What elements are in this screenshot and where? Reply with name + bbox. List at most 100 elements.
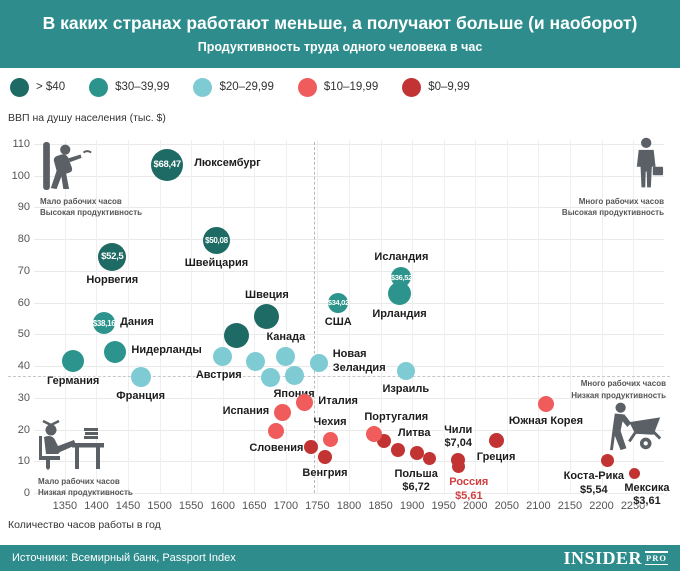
country-label-Венгрия: Венгрия bbox=[302, 466, 348, 479]
x-axis-tick-label: 1850 bbox=[368, 500, 393, 512]
x-axis-tick-label: 1800 bbox=[336, 500, 362, 512]
country-label-Новая Зеландия: Новая Зеландия bbox=[332, 348, 386, 375]
x-axis-tick-label: 1950 bbox=[431, 500, 456, 512]
quadrant-caption-tl: Мало рабочих часов Высокая продуктивность bbox=[40, 142, 142, 219]
data-point-Греция bbox=[488, 433, 504, 449]
country-label-Чили: Чили $7,04 bbox=[444, 423, 473, 450]
x-axis-tick-label: 2250 bbox=[620, 500, 646, 512]
legend-swatch-circle-icon bbox=[193, 77, 213, 97]
quadrant-caption-bl: Мало рабочих часов Низкая продуктивность bbox=[38, 419, 133, 499]
data-point-Норвегия: $52,5 bbox=[98, 242, 127, 271]
x-axis-tick-label: 1650 bbox=[242, 500, 267, 512]
legend-swatch-circle-icon bbox=[297, 77, 317, 97]
leaning-on-wall-icon bbox=[40, 142, 102, 192]
country-label-Мексика: Мексика $3,61 bbox=[624, 481, 670, 508]
y-axis-tick-label: 40 bbox=[17, 360, 30, 373]
data-point-США: $34,02 bbox=[328, 292, 349, 313]
data-point-unlabeled bbox=[246, 351, 266, 371]
data-point-Япония bbox=[284, 366, 304, 386]
y-axis-tick-label: 90 bbox=[17, 201, 30, 214]
data-point-Швеция bbox=[254, 304, 280, 330]
x-axis-tick-label: 1900 bbox=[399, 500, 425, 512]
average-gdp-dashed-line bbox=[8, 375, 670, 377]
data-point-Венгрия bbox=[318, 449, 332, 464]
country-label-США: США bbox=[324, 315, 352, 328]
y-axis-tick-label: 110 bbox=[12, 137, 30, 150]
legend-item: $10–19,99 bbox=[297, 77, 378, 97]
insider-pro-logo: INSIDER PRO bbox=[564, 548, 668, 569]
footer: Источники: Всемирный банк, Passport Inde… bbox=[0, 545, 680, 571]
y-axis-tick-label: 10 bbox=[17, 455, 30, 468]
legend-item: > $40 bbox=[10, 77, 66, 97]
country-label-Польша: Польша $6,72 bbox=[394, 467, 438, 494]
productivity-value-badge: $68,47 bbox=[153, 159, 182, 170]
country-label-Ирландия: Ирландия bbox=[372, 307, 427, 320]
legend-item: $30–39,99 bbox=[89, 77, 169, 97]
quadrant-caption-text: Мало рабочих часов Высокая продуктивность bbox=[40, 196, 143, 218]
gridline-vertical bbox=[506, 140, 508, 493]
data-point-Португалия bbox=[366, 426, 383, 443]
scatter-plot: 0 10 20 30 40 50 60 70 80 90 100 110 1350 1400 1450 150… bbox=[8, 128, 670, 512]
data-point-Польша bbox=[422, 451, 436, 465]
data-point-Исландия: $36,52 bbox=[390, 267, 412, 288]
data-point-Чехия bbox=[322, 431, 338, 447]
productivity-value-badge: $36,52 bbox=[390, 272, 412, 282]
data-point-unlabeled bbox=[261, 367, 281, 387]
data-point-Франция bbox=[130, 367, 151, 388]
y-axis-title: ВВП на душу населения (тыс. $) bbox=[8, 112, 166, 124]
country-label-Испания: Испания bbox=[222, 404, 270, 417]
country-label-Канада: Канада bbox=[266, 331, 306, 344]
data-point-Канада bbox=[276, 347, 296, 367]
gridline-vertical bbox=[64, 140, 66, 493]
data-point-Люксембург: $68,47 bbox=[151, 148, 184, 181]
gridline-vertical bbox=[159, 140, 161, 493]
quadrant-caption-text: Мало рабочих часов Низкая продуктивность bbox=[38, 476, 133, 498]
x-axis-tick-label: 2100 bbox=[526, 500, 551, 512]
x-axis-tick-label: 2050 bbox=[494, 500, 520, 512]
gridline-vertical bbox=[222, 140, 224, 493]
y-axis-tick-label: 70 bbox=[17, 264, 30, 277]
country-label-Португалия: Португалия bbox=[364, 410, 429, 423]
x-axis-tick-label: 1750 bbox=[305, 500, 330, 512]
feet-on-desk-icon bbox=[38, 419, 106, 472]
data-point-Южная Корея bbox=[537, 396, 554, 413]
productivity-value-badge: $52,5 bbox=[101, 251, 124, 263]
x-axis-tick-label: 2150 bbox=[557, 500, 583, 512]
country-label-Люксембург: Люксембург bbox=[194, 157, 261, 169]
country-label-Словения: Словения bbox=[249, 442, 304, 455]
gridline-vertical bbox=[349, 140, 350, 493]
legend-item-label: > $40 bbox=[36, 81, 66, 93]
x-axis-tick-label: 1450 bbox=[115, 500, 141, 512]
y-axis-tick-label: 60 bbox=[17, 296, 30, 309]
y-axis-tick-label: 20 bbox=[17, 423, 30, 436]
data-point-Словения bbox=[268, 423, 285, 440]
legend: > $40 $30–39,99 $20–29,99 $10–19,99 $0–9,99 bbox=[10, 72, 470, 102]
data-point-Италия bbox=[296, 394, 314, 412]
country-label-Австрия: Австрия bbox=[195, 369, 242, 382]
x-axis-tick-label: 2200 bbox=[589, 500, 614, 512]
y-axis-tick-label: 0 bbox=[23, 487, 30, 499]
country-label-Греция: Греция bbox=[476, 451, 516, 464]
gridline-vertical bbox=[569, 140, 571, 493]
data-point-Нидерланды bbox=[104, 340, 127, 363]
gridline-vertical bbox=[191, 140, 193, 493]
header: В каких странах работают меньше, а получ… bbox=[0, 0, 680, 68]
productivity-value-badge: $50,08 bbox=[205, 236, 228, 246]
sources-text: Источники: Всемирный банк, Passport Inde… bbox=[12, 552, 236, 564]
quadrant-caption-text: Много рабочих часов Высокая продуктивност… bbox=[561, 196, 664, 218]
legend-swatch-circle-icon bbox=[10, 77, 29, 97]
gridline-vertical bbox=[285, 140, 287, 493]
data-point-Израиль bbox=[396, 361, 415, 380]
country-label-Израиль: Израиль bbox=[382, 382, 430, 395]
country-label-Чехия: Чехия bbox=[313, 415, 347, 428]
legend-swatch-circle-icon bbox=[89, 77, 109, 97]
y-axis-tick-label: 80 bbox=[17, 233, 30, 246]
gridline-vertical bbox=[380, 140, 382, 493]
country-label-Франция: Франция bbox=[116, 390, 166, 403]
country-label-Швейцария: Швейцария bbox=[184, 257, 249, 270]
logo-word: INSIDER bbox=[563, 547, 643, 568]
productivity-value-badge: $38,16 bbox=[92, 318, 116, 328]
gridline-vertical bbox=[317, 140, 319, 493]
country-label-Россия: Россия $5,61 bbox=[449, 476, 489, 503]
